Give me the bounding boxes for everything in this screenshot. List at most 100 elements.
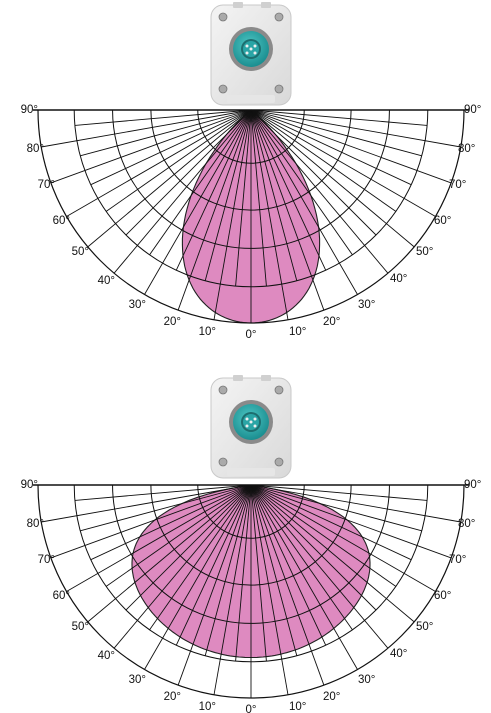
angle-radial: [250, 109, 267, 287]
angle-radial: [41, 484, 252, 523]
angle-label-left-40: 40°: [98, 275, 115, 287]
angle-radial: [250, 484, 377, 611]
angle-radial: [250, 109, 436, 217]
angle-labels: 90° 80° 70° 60° 50° 40° 30° 20° 10° 0° 1…: [21, 479, 482, 713]
angle-radial: [250, 484, 358, 670]
angle-radial: [149, 484, 252, 631]
angle-radial: [250, 109, 415, 248]
angle-label-left-10: 10°: [199, 701, 216, 713]
angle-radial: [235, 484, 252, 662]
angle-label-left-80: 80°: [27, 143, 44, 155]
angle-label-left-50: 50°: [72, 621, 89, 633]
angle-radial: [250, 109, 358, 295]
angle-radial: [204, 484, 252, 656]
angle-radial: [177, 484, 252, 686]
angle-radial: [250, 109, 397, 212]
angle-label-left-80: 80°: [27, 518, 44, 530]
angle-radial: [250, 484, 452, 559]
angle-label-left-90: 90°: [21, 479, 38, 491]
angle-radial: [74, 109, 252, 126]
angle-label-right-40: 40°: [390, 648, 407, 660]
angle-radial: [50, 109, 252, 184]
angle-labels: 90° 80° 70° 60° 50° 40° 30° 20° 10° 0° 1…: [21, 104, 482, 341]
angle-radial: [213, 109, 252, 320]
angle-label-left-30: 30°: [129, 299, 146, 311]
angle-radial: [250, 484, 461, 523]
angle-radial: [149, 109, 252, 256]
angle-radial: [87, 109, 252, 248]
angle-radial: [90, 109, 252, 186]
angle-label-right-20: 20°: [323, 691, 340, 703]
angle-radial: [66, 109, 252, 217]
angle-radial: [80, 109, 252, 157]
angle-label-left-20: 20°: [164, 316, 181, 328]
angle-radial: [175, 484, 252, 646]
angle-radial: [87, 484, 252, 623]
angle-label-right-80: 80°: [458, 518, 475, 530]
angle-label-left-60: 60°: [53, 215, 70, 227]
angle-label-right-40: 40°: [390, 273, 407, 285]
angle-radial: [113, 484, 252, 649]
angle-radial: [250, 109, 325, 311]
angle-radial: [74, 484, 252, 501]
angle-label-left-40: 40°: [98, 650, 115, 662]
beam-diagram-wide: 90° 80° 70° 60° 50° 40° 30° 20° 10° 0° 1…: [21, 375, 482, 713]
angle-radial: [250, 484, 267, 662]
angle-radial: [105, 484, 252, 587]
angle-radial: [250, 484, 325, 686]
angle-radial: [250, 109, 389, 274]
angle-label-right-50: 50°: [416, 621, 433, 633]
angle-radial: [41, 109, 252, 148]
angle-radial: [250, 484, 289, 695]
angle-radial: [250, 484, 353, 631]
angle-label-left-60: 60°: [53, 590, 70, 602]
angle-radial: [177, 109, 252, 311]
angle-radial: [175, 109, 252, 271]
angle-radial: [250, 109, 412, 186]
angle-label-left-90: 90°: [21, 104, 38, 116]
angle-label-right-50: 50°: [416, 246, 433, 258]
angle-radial: [80, 484, 252, 532]
angle-radial: [250, 109, 422, 157]
angle-label-center-0: 0°: [246, 329, 257, 341]
angle-radial: [250, 484, 422, 532]
angle-radial: [250, 484, 428, 501]
angle-radial: [144, 484, 252, 670]
angle-label-left-30: 30°: [129, 674, 146, 686]
angle-label-right-70: 70°: [449, 554, 466, 566]
polar-grid: [33, 484, 469, 699]
angle-radial: [213, 484, 252, 695]
angle-label-right-60: 60°: [434, 590, 451, 602]
angle-label-right-60: 60°: [434, 215, 451, 227]
angle-radial: [125, 109, 252, 236]
angle-label-right-30: 30°: [358, 674, 375, 686]
angle-label-right-10: 10°: [289, 326, 306, 338]
beam-diagram-narrow: 90° 80° 70° 60° 50° 40° 30° 20° 10° 0° 1…: [21, 2, 482, 341]
angle-label-left-20: 20°: [164, 691, 181, 703]
angle-radial: [250, 109, 353, 256]
angle-radial: [250, 484, 397, 587]
angle-label-center-0: 0°: [246, 704, 257, 713]
angle-radial: [250, 109, 327, 271]
angle-radial: [250, 484, 327, 646]
angle-radial: [250, 484, 389, 649]
angle-radial: [250, 109, 298, 281]
angle-radial: [144, 109, 252, 295]
sensor-device-icon: [210, 375, 292, 479]
angle-radial: [204, 109, 252, 281]
angle-radial: [90, 484, 252, 561]
angle-radial: [125, 484, 252, 611]
angle-label-right-20: 20°: [323, 316, 340, 328]
angle-radial: [250, 484, 415, 623]
angle-radial: [50, 484, 252, 559]
angle-label-right-80: 80°: [458, 143, 475, 155]
angle-radial: [250, 484, 412, 561]
angle-label-right-30: 30°: [358, 299, 375, 311]
angle-label-left-50: 50°: [72, 246, 89, 258]
angle-radial: [250, 109, 428, 126]
angle-radial: [250, 484, 436, 592]
angle-radial: [250, 109, 461, 148]
angle-label-left-70: 70°: [38, 179, 55, 191]
angle-radial: [235, 109, 252, 287]
